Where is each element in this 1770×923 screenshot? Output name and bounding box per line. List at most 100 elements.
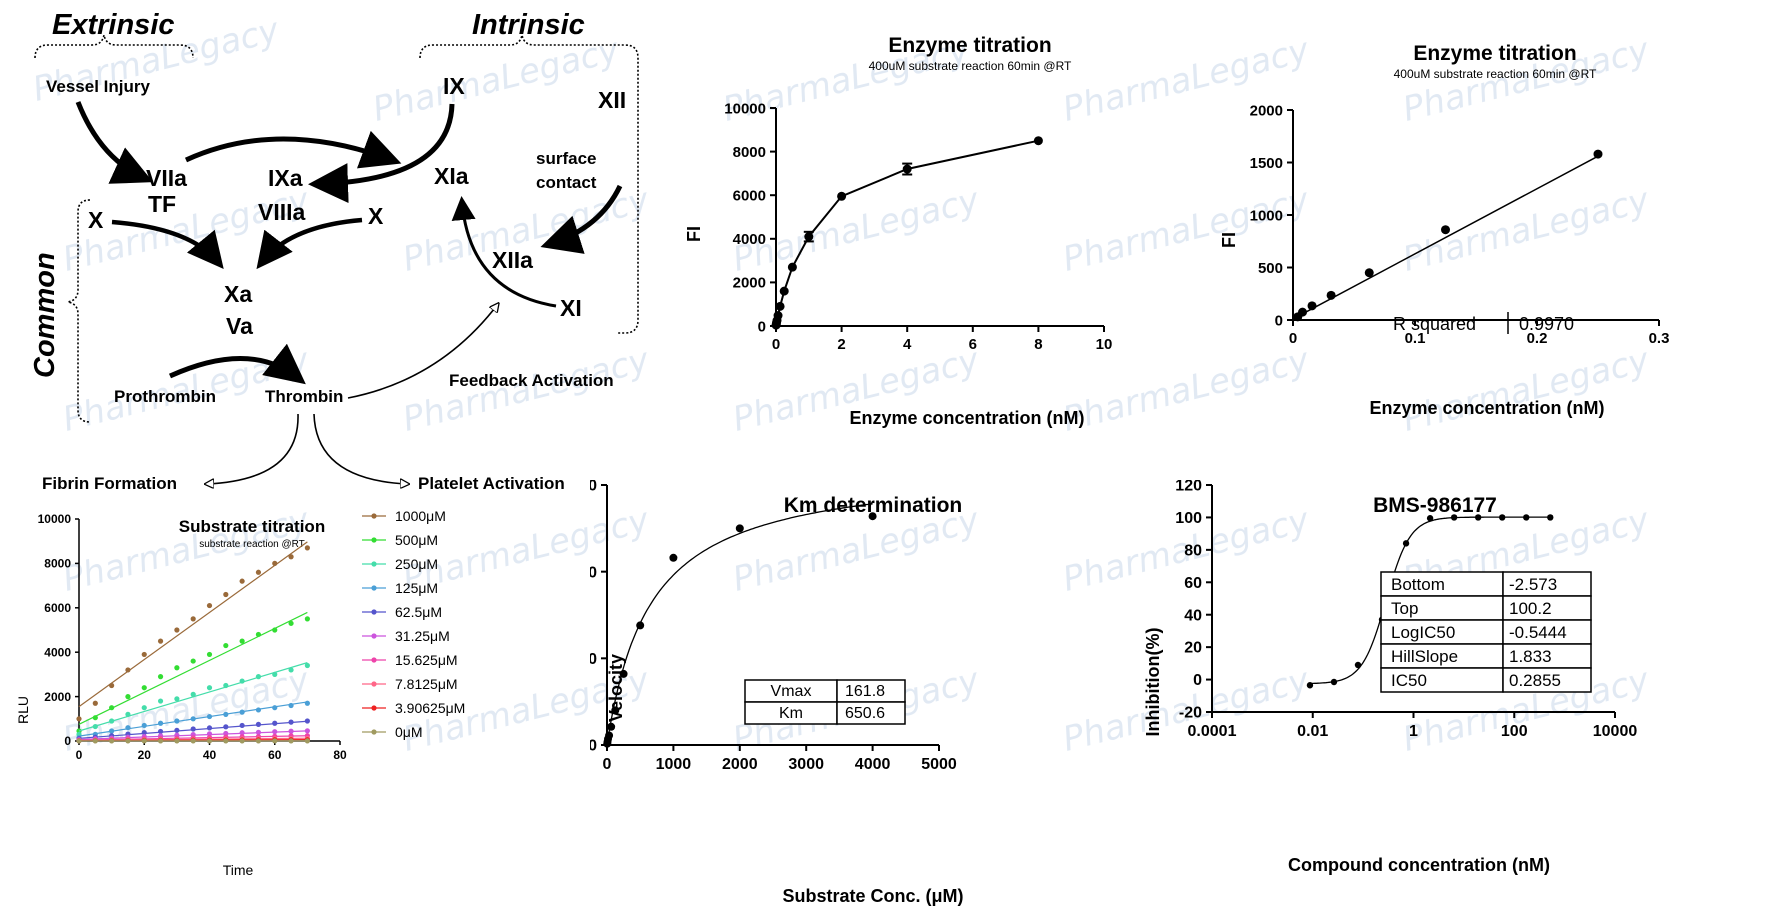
data-point [223,730,229,737]
table-key: Bottom [1391,575,1445,594]
data-point [223,591,229,598]
table-key: Top [1391,599,1418,618]
y-tick-label: 500 [1258,260,1283,277]
data-point [1499,514,1506,521]
data-point [837,191,847,201]
data-point [239,678,245,684]
legend-swatch-point [371,537,377,543]
data-point [619,669,628,678]
data-point [239,738,245,744]
y-tick-label: 1500 [1250,155,1283,172]
data-point [206,685,213,691]
legend-item: 15.625μM [362,652,458,668]
data-point [174,727,180,733]
y-tick-label: 0 [64,734,71,748]
data-point [76,738,82,744]
data-point [190,658,196,664]
series-1000μM [76,541,310,722]
x-tick-label: 2000 [722,756,758,773]
data-point [272,560,278,566]
data-point [773,311,783,321]
y-tick-label: 6000 [733,187,766,204]
table-cell [1502,667,1592,693]
data-point [1307,301,1317,311]
data-point [157,720,164,726]
data-point [1354,661,1362,669]
data-point [272,729,278,735]
table-cell [1502,595,1592,621]
data-point [141,738,147,744]
data-point [272,720,278,726]
table-value: 100.2 [1509,599,1552,618]
data-point [157,638,164,644]
data-point [109,738,115,744]
data-point [109,728,115,734]
data-point [255,674,262,680]
plot-area: 0 20 40 60 80 0 2000 4000 6000 8000 10000 [38,512,347,762]
x-tick-label: 0.01 [1297,723,1328,740]
x-axis-label: Time [223,862,254,878]
data-point [1523,514,1530,521]
arrow-fibrin [206,413,299,484]
legend-label: 500μM [395,532,438,548]
plot-area: 0 1000 2000 3000 4000 5000 0 50 100 150 [590,480,957,773]
y-axis-label: Inhibition(%) [1143,628,1163,737]
table-row: HillSlope 1.833 [1380,643,1592,669]
data-point [223,642,229,649]
data-point [223,738,229,744]
data-point [804,232,814,242]
x-tick-label: 100 [1501,723,1528,740]
data-point [190,616,196,622]
y-tick-label: 2000 [1250,102,1283,119]
data-point [223,711,229,717]
x-tick-label: 40 [203,748,217,762]
y-tick-label: 4000 [44,645,71,659]
data-point [239,730,245,736]
legend-label: 7.8125μM [395,676,458,692]
data-point [174,718,180,724]
table-value: 161.8 [845,683,885,700]
y-tick-label: 10000 [38,512,72,526]
data-point [157,674,164,680]
arrow-prothrombin-thrombin [168,343,306,385]
y-axis-label: FI [1219,232,1239,248]
data-point [288,620,294,626]
data-point [272,627,278,633]
data-point [157,738,164,744]
data-point [92,715,98,721]
table-value: 650.6 [845,705,885,722]
data-point [288,728,294,734]
node-xiia: XIIa [492,247,533,273]
y-tick-label: 6000 [44,601,71,615]
x-tick-label: 2 [837,336,845,353]
node-viia: VIIa [146,165,187,191]
data-point [1474,514,1482,521]
data-point [775,301,785,311]
node-viiia: VIIIa [258,199,306,225]
y-tick-label: 8000 [733,144,766,161]
data-point [1450,514,1458,521]
data-point [125,711,131,717]
data-point [304,738,310,744]
data-point [1547,514,1554,521]
table-cell [1380,571,1504,597]
x-tick-label: 0 [1289,330,1297,347]
fit-line [78,611,308,725]
legend-item: 1000μM [362,510,446,524]
legend-item: 62.5μM [362,604,442,620]
fit-line [78,541,308,708]
extrinsic-header: Extrinsic [52,9,175,41]
legend-swatch-point [371,513,377,519]
node-fibrin: Fibrin Formation [42,474,177,493]
data-point [1033,136,1043,146]
y-tick-label: 0 [1275,312,1283,329]
data-point [787,262,797,272]
table-row: Top 100.2 [1380,595,1592,621]
data-point [779,286,789,296]
x-tick-label: 60 [268,748,282,762]
data-point [109,705,115,711]
node-xia: XIa [434,163,469,189]
data-point [868,512,877,521]
legend-label: 62.5μM [395,604,442,620]
data-point [1426,515,1434,522]
